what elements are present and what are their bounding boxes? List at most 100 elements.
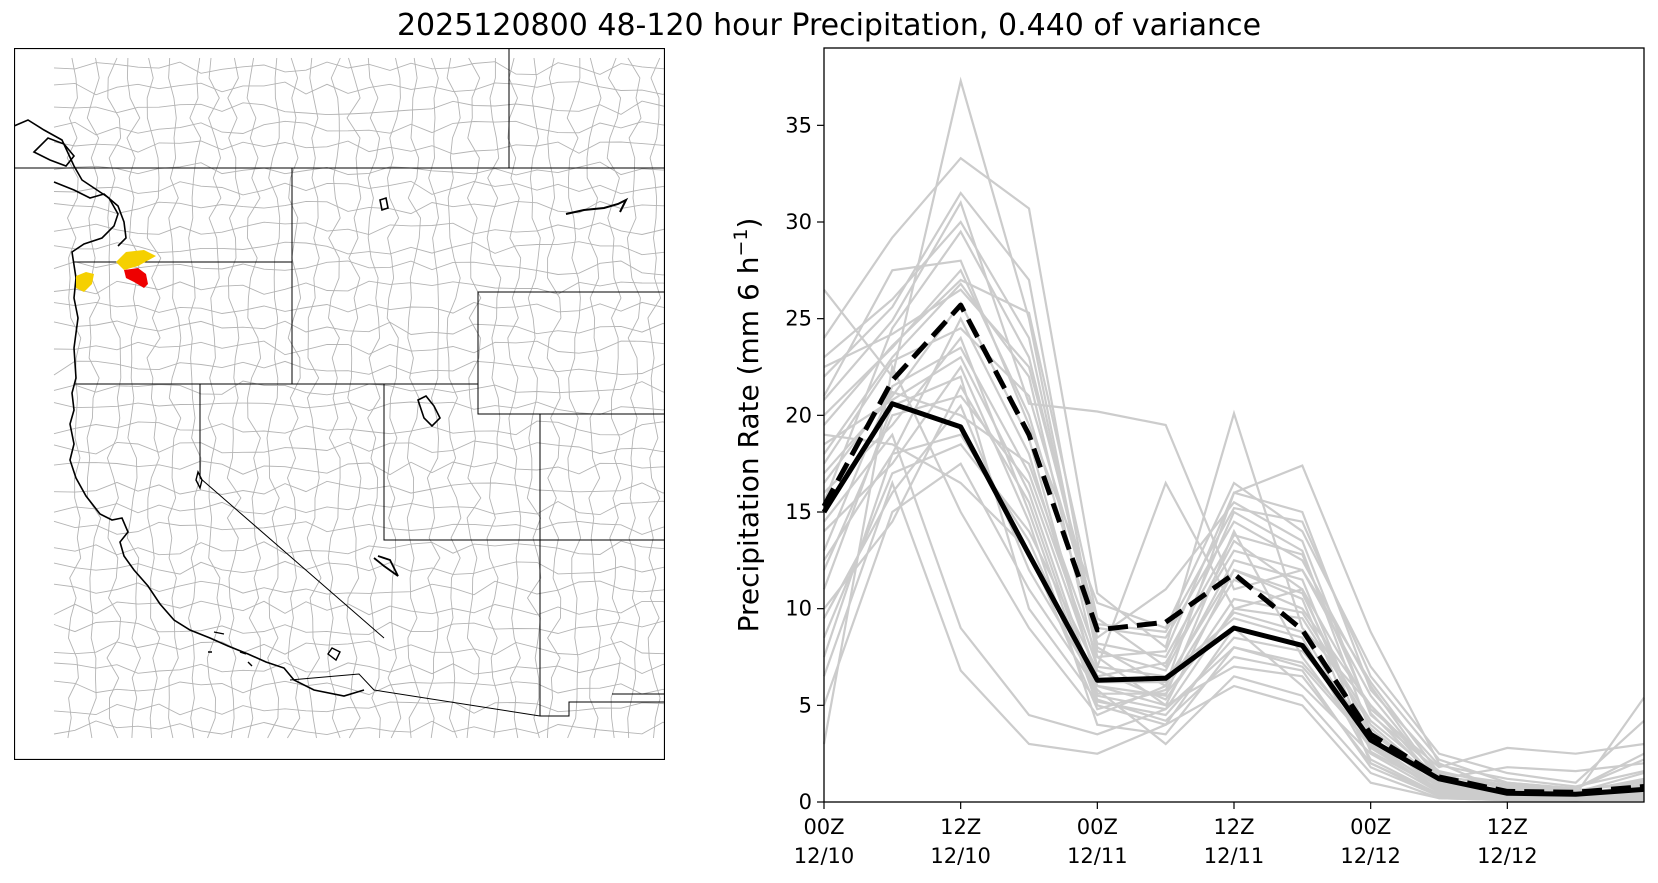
basin-line-v-18: [426, 57, 441, 739]
lake-mead: [373, 555, 399, 577]
y-tick-label-0: 0: [799, 790, 812, 814]
ensemble-member-line-14: [822, 363, 1645, 802]
basin-line-h-28: [53, 620, 665, 635]
basin-line-v-15: [367, 57, 381, 739]
basin-line-v-13: [327, 57, 341, 739]
basin-line-h-26: [53, 580, 665, 596]
basin-line-h-9: [53, 241, 665, 256]
basin-line-v-24: [546, 57, 562, 739]
ensemble-member-line-15: [823, 259, 1645, 784]
basin-line-v-4: [146, 57, 162, 739]
basin-line-h-18: [53, 420, 665, 436]
y-axis-label: Precipitation Rate (mm 6 h−1): [730, 218, 765, 633]
basin-line-v-26: [586, 57, 602, 739]
x-tick-date-label-2: 12/11: [1067, 844, 1128, 868]
ensemble-member-line-12: [822, 433, 1645, 796]
puget-sound: [32, 137, 127, 247]
ensemble-member-line-22: [823, 384, 1645, 802]
basin-line-h-20: [53, 460, 665, 476]
basin-line-v-10: [266, 57, 281, 739]
basin-line-v-11: [287, 57, 302, 739]
x-axis: 00Z 12/10 12Z 12/10 00Z 12/11 12Z 12/11 00Z 12/12…: [794, 802, 1538, 868]
basin-line-v-29: [647, 57, 662, 739]
basin-line-v-14: [346, 57, 362, 739]
basin-line-h-31: [53, 680, 665, 696]
basin-line-h-14: [53, 340, 665, 356]
basin-highlight-yellow-west: [76, 272, 94, 292]
basin-line-h-19: [53, 440, 665, 455]
basin-line-v-8: [226, 57, 242, 739]
basin-line-v-9: [246, 57, 262, 739]
basin-highlight-yellow-north: [116, 250, 156, 270]
basin-line-h-30: [53, 662, 665, 675]
basin-line-v-19: [446, 57, 462, 739]
basin-line-h-17: [53, 401, 665, 415]
y-tick-label-35: 35: [785, 113, 812, 137]
basin-line-v-0: [66, 57, 82, 739]
ft-peck-lake: [565, 197, 629, 215]
basin-line-h-6: [53, 180, 665, 196]
x-tick-label-5: 12Z: [1487, 815, 1528, 839]
basin-boundaries: [53, 57, 665, 739]
y-tick-label-15: 15: [785, 500, 812, 524]
ensemble-lines: [822, 76, 1645, 802]
basin-line-h-4: [53, 140, 665, 155]
basin-line-h-32: [53, 701, 665, 716]
basin-line-h-21: [53, 480, 665, 495]
basin-line-v-17: [406, 57, 421, 739]
x-tick-label-1: 12Z: [940, 815, 981, 839]
basin-line-v-7: [206, 57, 222, 739]
basin-line-h-12: [53, 301, 665, 314]
control-line: [821, 302, 1645, 795]
ensemble-member-line-26: [823, 390, 1645, 788]
basin-line-h-24: [53, 540, 665, 556]
ensemble-member-line-8: [823, 335, 1645, 800]
basin-line-h-15: [53, 360, 665, 376]
x-tick-date-label-1: 12/10: [930, 844, 991, 868]
basin-line-v-27: [606, 57, 622, 739]
basin-line-h-29: [53, 640, 665, 656]
y-tick-label-30: 30: [785, 210, 812, 234]
basin-line-v-2: [106, 57, 122, 739]
y-tick-label-25: 25: [785, 307, 812, 331]
basin-highlight-red: [124, 268, 148, 288]
map-frame: [14, 48, 665, 760]
basin-line-v-6: [188, 57, 202, 739]
basin-line-h-7: [53, 200, 665, 215]
y-tick-label-20: 20: [785, 403, 812, 427]
x-tick-label-4: 00Z: [1350, 815, 1391, 839]
basin-line-v-21: [486, 58, 502, 739]
ensemble-member-line-11: [823, 403, 1645, 802]
chart-title: 2025120800 48-120 hour Precipitation, 0.…: [396, 8, 1262, 43]
lake-tahoe: [195, 469, 203, 491]
y-tick-label-10: 10: [785, 597, 812, 621]
basin-line-v-20: [466, 57, 482, 739]
pacific-islands: [208, 631, 253, 667]
great-salt-lake: [417, 394, 441, 428]
ensemble-member-line-24: [822, 479, 1644, 802]
x-tick-date-label-0: 12/10: [794, 844, 855, 868]
flathead-lake: [379, 196, 389, 212]
ensemble-member-line-10: [822, 394, 1645, 780]
basin-line-v-28: [626, 57, 642, 739]
x-tick-label-2: 00Z: [1077, 815, 1118, 839]
y-axis: 0 5 10 15 20 25 30 35: [785, 113, 824, 814]
ensemble-member-line-16: [822, 229, 1645, 794]
basin-line-h-25: [53, 560, 665, 575]
salton-sea: [327, 647, 341, 662]
basin-line-v-16: [386, 57, 402, 739]
basin-line-h-22: [53, 500, 665, 516]
y-tick-label-5: 5: [799, 693, 812, 717]
basin-line-h-3: [53, 120, 665, 136]
basin-line-h-13: [53, 320, 665, 335]
basin-map: [14, 48, 665, 760]
basin-line-v-12: [306, 57, 322, 739]
x-tick-date-label-3: 12/11: [1204, 844, 1265, 868]
basin-line-v-5: [167, 57, 182, 739]
basin-line-h-10: [53, 260, 665, 276]
basin-line-v-22: [507, 57, 522, 739]
ensemble-member-line-30: [823, 288, 1645, 790]
basin-line-h-33: [53, 720, 665, 736]
basin-line-h-23: [53, 520, 665, 535]
